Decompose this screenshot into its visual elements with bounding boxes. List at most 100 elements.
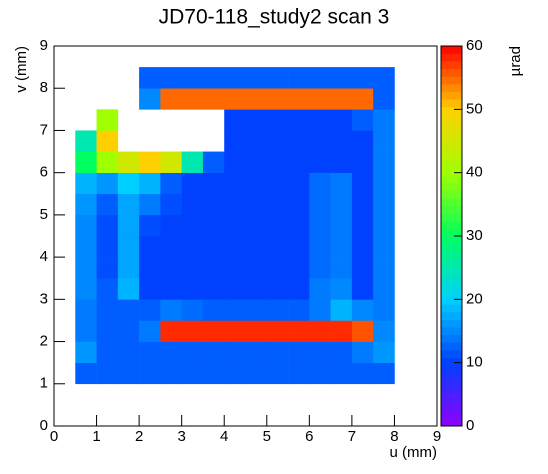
heatmap-cell: [139, 172, 161, 195]
heatmap-cell: [224, 299, 246, 321]
heatmap-cell: [288, 236, 310, 258]
heatmap-cell: [75, 257, 97, 279]
heatmap-cell: [266, 299, 289, 321]
colorbar-band: [441, 319, 462, 328]
colorbar-band: [441, 357, 462, 366]
heatmap-cell: [139, 341, 161, 363]
colorbar-band: [441, 296, 462, 305]
heatmap-cell: [288, 362, 310, 385]
heatmap-cell: [202, 214, 225, 237]
heatmap-cell: [224, 151, 246, 173]
heatmap-cell: [117, 299, 140, 321]
heatmap-cell: [181, 257, 204, 279]
heatmap-cell: [96, 130, 119, 152]
z-axis-label: µrad: [507, 46, 524, 76]
colorbar-band: [441, 160, 462, 168]
heatmap-cell: [224, 193, 246, 216]
heatmap-cell: [139, 88, 161, 110]
heatmap-cell: [96, 109, 119, 131]
heatmap-cell: [139, 362, 161, 385]
heatmap-cell: [288, 341, 310, 363]
heatmap-cell: [309, 299, 331, 321]
heatmap-cell: [288, 88, 310, 110]
heatmap-cell: [224, 109, 246, 131]
heatmap-cell: [309, 130, 331, 152]
heatmap-cell: [330, 88, 353, 110]
heatmap-cell: [373, 88, 395, 110]
heatmap-cell: [181, 172, 204, 195]
colorbar-band: [441, 403, 462, 412]
heatmap-cell: [202, 193, 225, 216]
heatmap-cell: [245, 88, 268, 110]
z-tick-label: 10: [466, 354, 483, 371]
heatmap-cell: [288, 67, 310, 89]
heatmap-cell: [266, 193, 289, 216]
colorbar-band: [441, 334, 462, 343]
heatmap-cell: [266, 151, 289, 173]
colorbar-band: [441, 274, 462, 282]
colorbar-band: [441, 312, 462, 320]
heatmap-cell: [245, 214, 268, 237]
y-tick-label: 7: [40, 121, 48, 138]
heatmap-cell: [309, 257, 331, 279]
heatmap-cell: [96, 236, 119, 258]
heatmap-cell: [309, 67, 331, 89]
heatmap-cell: [266, 88, 289, 110]
heatmap-cell: [351, 236, 374, 258]
heatmap-cell: [181, 236, 204, 258]
z-tick-label: 50: [466, 100, 483, 117]
heatmap-cell: [266, 278, 289, 300]
colorbar-band: [441, 152, 462, 161]
heatmap-cell: [288, 257, 310, 279]
colorbar-band: [441, 418, 462, 427]
heatmap-cell: [160, 88, 182, 110]
heatmap-cell: [117, 341, 140, 363]
colorbar-band: [441, 198, 462, 206]
heatmap-cell: [96, 299, 119, 321]
heatmap-cell: [309, 341, 331, 363]
z-tick-label: 30: [466, 227, 483, 244]
heatmap-cell: [330, 236, 353, 258]
heatmap-cell: [160, 236, 182, 258]
heatmap-cell: [181, 67, 204, 89]
heatmap-cell: [373, 214, 395, 237]
colorbar-band: [441, 106, 462, 115]
heatmap-cell: [288, 109, 310, 131]
colorbar-band: [441, 236, 462, 244]
heatmap-cell: [245, 362, 268, 385]
heatmap-cell: [266, 257, 289, 279]
heatmap-cell: [160, 341, 182, 363]
colorbar-band: [441, 84, 462, 92]
heatmap-cell: [139, 151, 161, 173]
heatmap-cell: [288, 193, 310, 216]
colorbar-band: [441, 395, 462, 404]
heatmap-cell: [309, 193, 331, 216]
heatmap-cell: [202, 341, 225, 363]
heatmap-cell: [330, 109, 353, 131]
heatmap-cell: [330, 193, 353, 216]
heatmap-cell: [202, 151, 225, 173]
heatmap-cell: [330, 67, 353, 89]
heatmap-cell: [351, 257, 374, 279]
colorbar-band: [441, 342, 462, 351]
heatmap-cell: [266, 320, 289, 342]
colorbar-band: [441, 91, 462, 100]
heatmap-cell: [96, 362, 119, 385]
heatmap-cell: [160, 151, 182, 173]
heatmap-cell: [75, 193, 97, 216]
heatmap-cell: [202, 172, 225, 195]
heatmap-cell: [245, 278, 268, 300]
heatmap-cell: [202, 257, 225, 279]
heatmap-cell: [96, 151, 119, 173]
heatmap-cell: [139, 214, 161, 237]
heatmap-cell: [75, 130, 97, 152]
heatmap-cell: [75, 214, 97, 237]
x-tick-label: 2: [135, 428, 143, 445]
colorbar-band: [441, 350, 462, 358]
colorbar-band: [441, 68, 462, 77]
heatmap-cell: [96, 341, 119, 363]
heatmap-cell: [75, 341, 97, 363]
heatmap-cell: [245, 320, 268, 342]
heatmap-cell: [351, 193, 374, 216]
heatmap-cell: [245, 130, 268, 152]
